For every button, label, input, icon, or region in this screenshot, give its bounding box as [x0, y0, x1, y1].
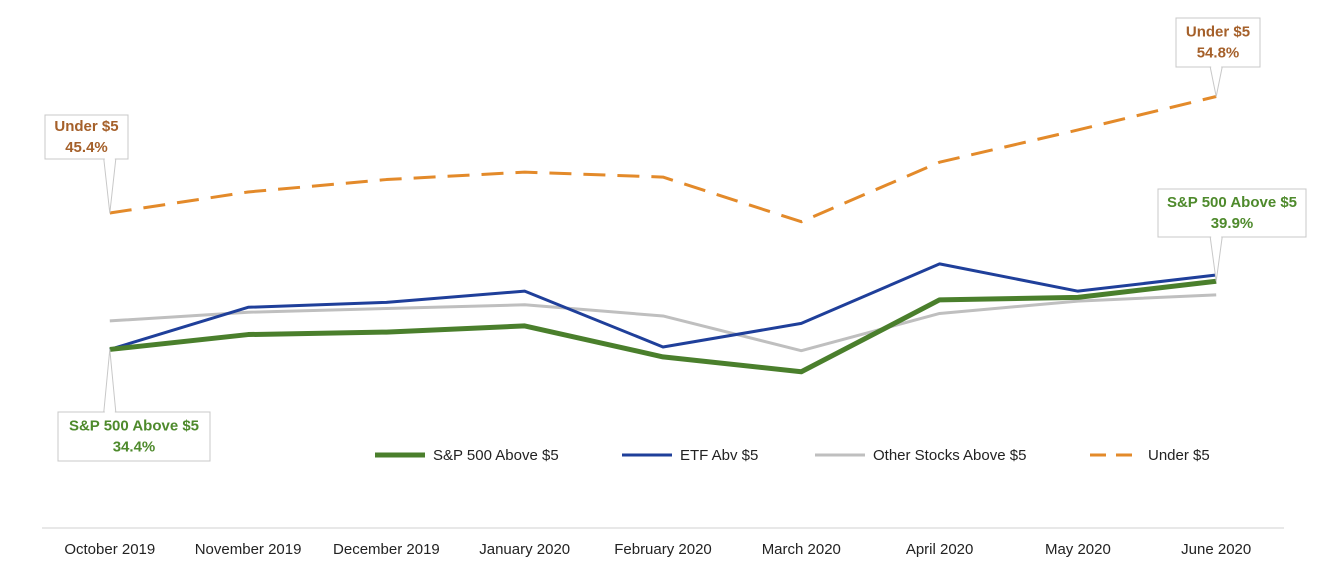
annotation-leader: [1209, 236, 1223, 282]
x-tick-label: May 2020: [1045, 541, 1111, 558]
annotation-title: S&P 500 Above $5: [1167, 194, 1297, 211]
annotation-value: 34.4%: [113, 438, 156, 455]
annotation-title: S&P 500 Above $5: [69, 417, 199, 434]
annotation-box: [57, 411, 211, 462]
series-line: [109, 262, 1217, 351]
x-tick-label: April 2020: [906, 541, 974, 558]
x-tick-label: November 2019: [195, 541, 302, 558]
annotation-leader: [1209, 66, 1223, 97]
annotation-value: 39.9%: [1211, 215, 1254, 232]
annotation-title: Under $5: [1186, 23, 1250, 40]
annotation-leader: [103, 158, 117, 214]
x-tick-label: January 2020: [479, 541, 570, 558]
annotation-box: [1175, 17, 1261, 68]
x-tick-label: June 2020: [1181, 541, 1251, 558]
series-line: [109, 95, 1217, 224]
x-tick-label: October 2019: [64, 541, 155, 558]
legend-label: ETF Abv $5: [680, 447, 758, 464]
legend-label: Under $5: [1148, 447, 1210, 464]
legend-label: S&P 500 Above $5: [433, 447, 559, 464]
annotation-box: [1157, 188, 1307, 238]
legend-label: Other Stocks Above $5: [873, 447, 1026, 464]
annotation-value: 45.4%: [65, 139, 108, 156]
series-line: [109, 293, 1217, 353]
annotation-leader: [103, 349, 117, 413]
x-tick-label: March 2020: [762, 541, 841, 558]
annotation-value: 54.8%: [1197, 44, 1240, 61]
x-tick-label: February 2020: [614, 541, 712, 558]
annotation-box: [44, 114, 129, 160]
annotation-title: Under $5: [54, 118, 118, 135]
x-tick-label: December 2019: [333, 541, 440, 558]
series-line: [109, 278, 1217, 375]
